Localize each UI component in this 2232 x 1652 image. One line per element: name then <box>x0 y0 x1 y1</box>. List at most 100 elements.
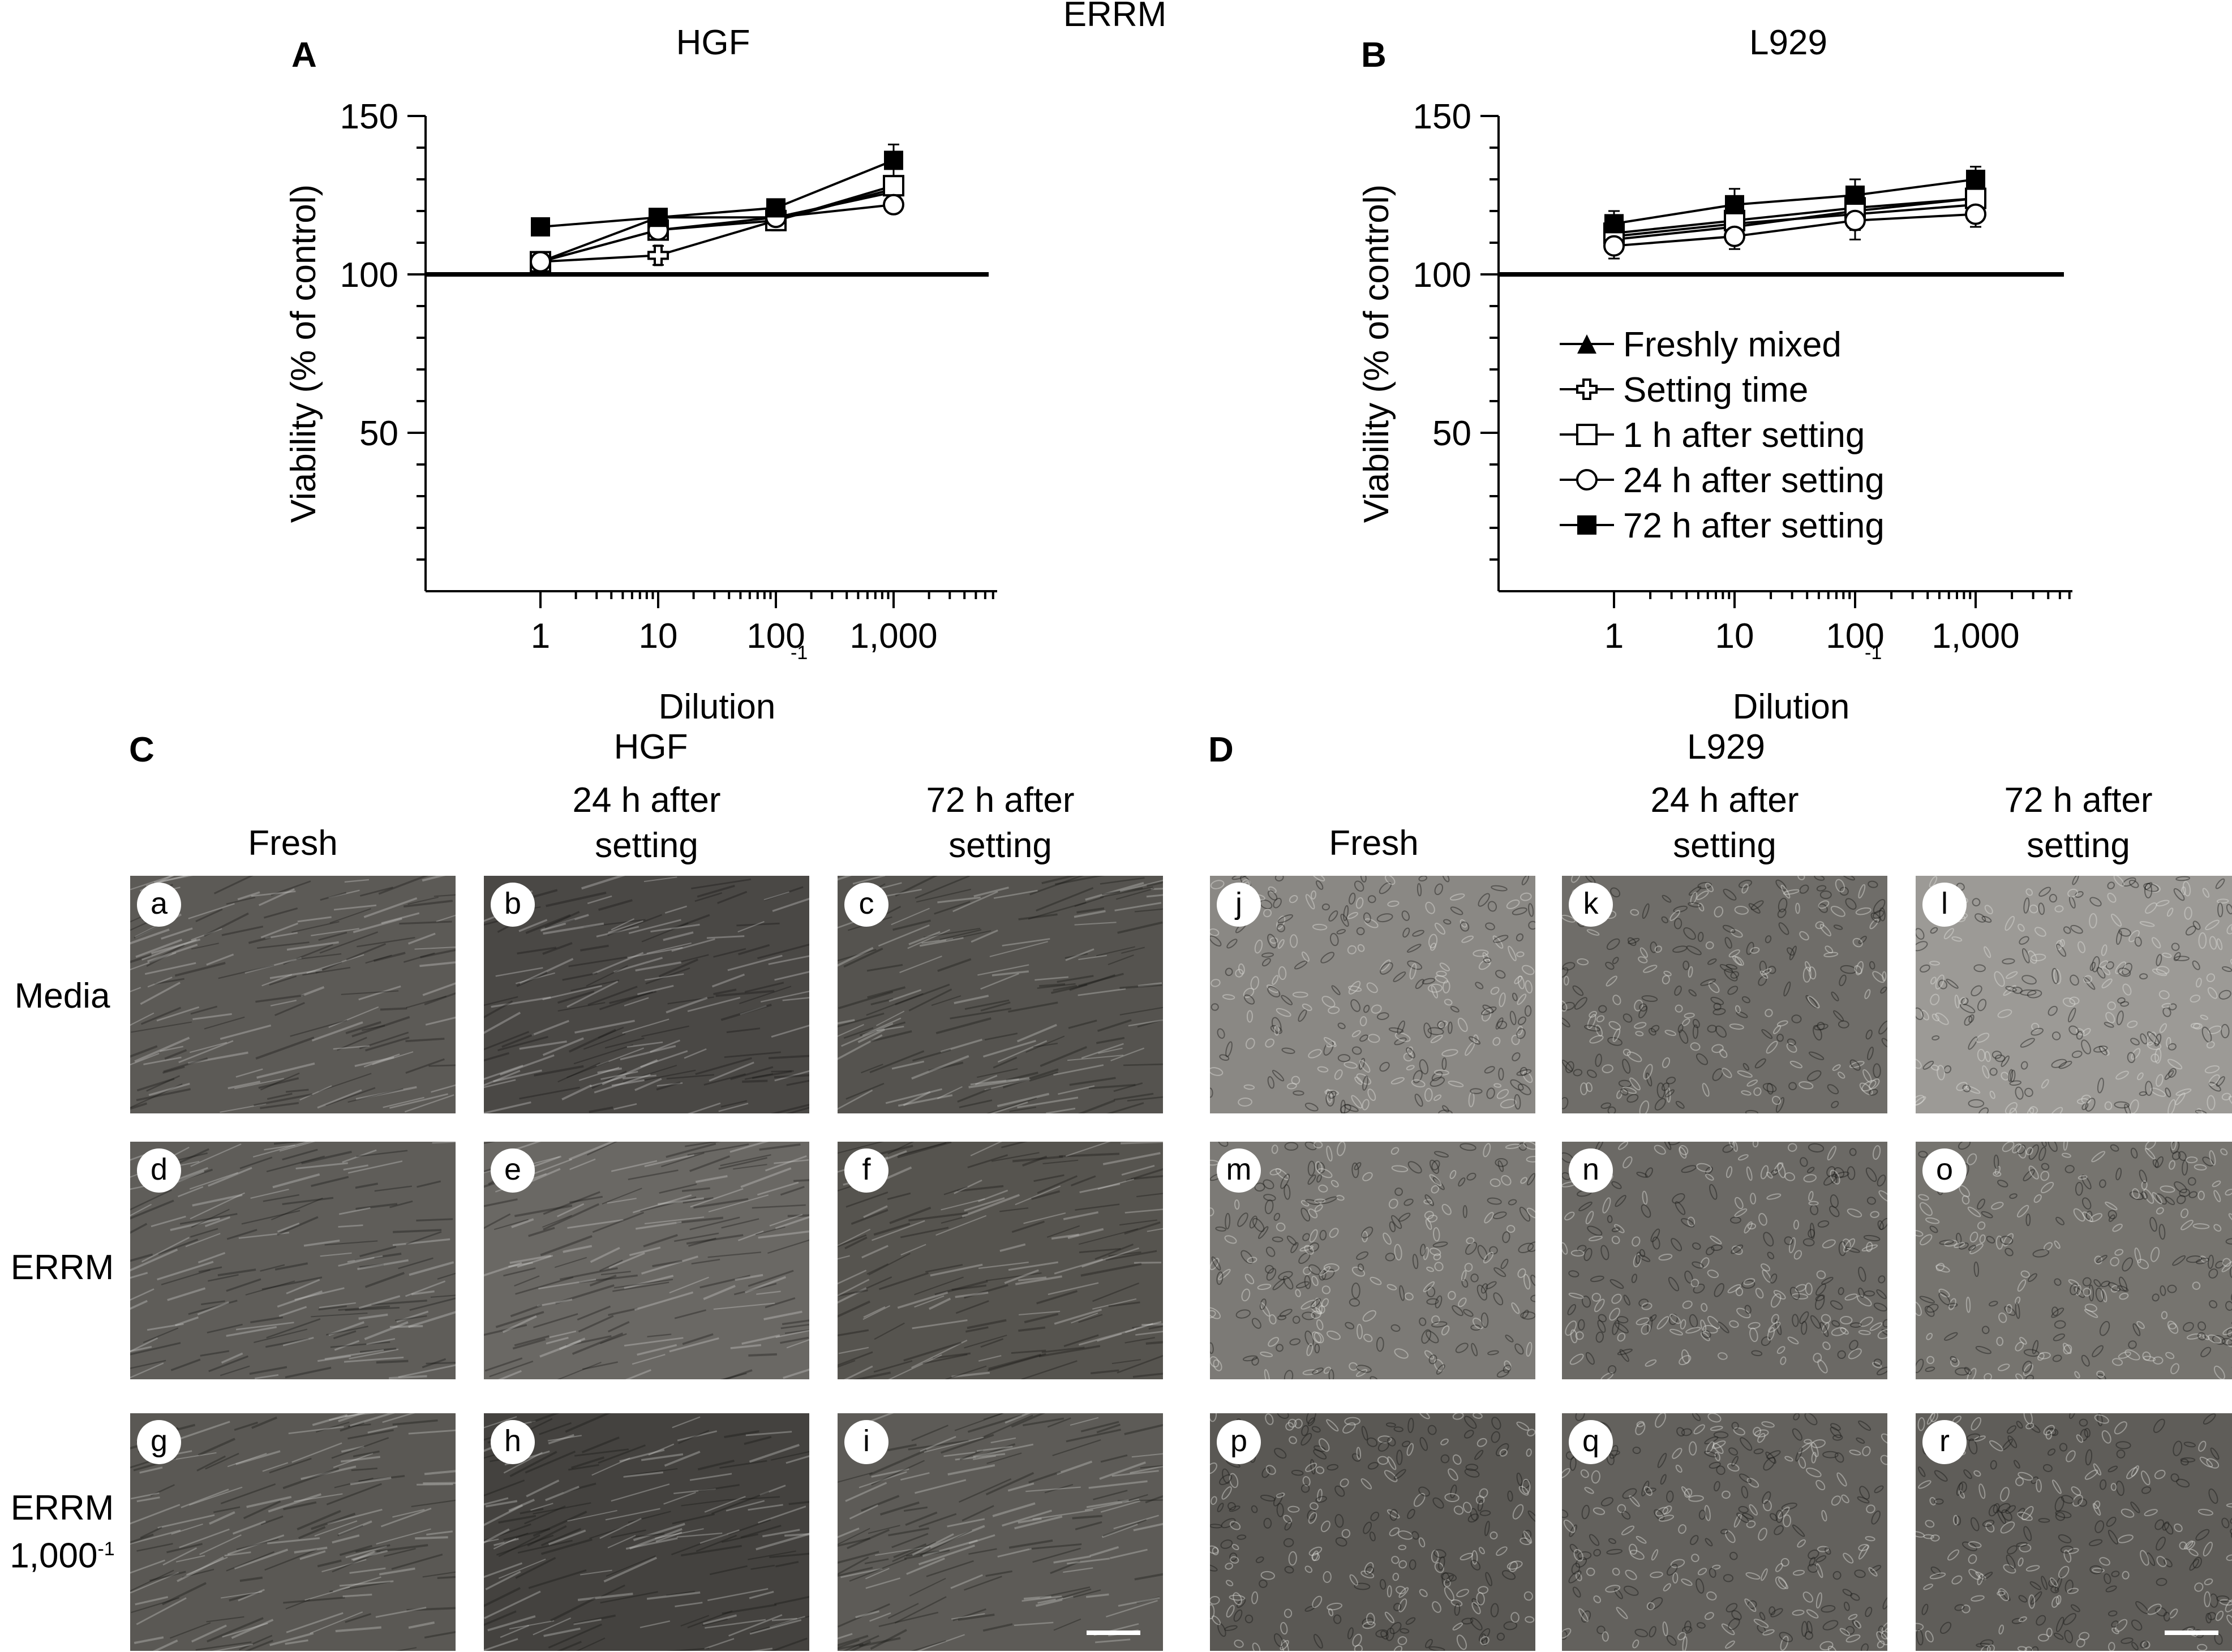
micrograph-label-badge: b <box>491 883 535 927</box>
scale-bar <box>2165 1631 2218 1635</box>
cell-texture <box>130 876 456 1113</box>
micrograph-a: a <box>130 876 456 1113</box>
micrograph-label-badge: q <box>1569 1420 1613 1464</box>
row-label-errm-diluted-line2: 1,000-1 <box>0 1529 125 1577</box>
cell-texture <box>1210 1413 1535 1651</box>
micrograph-label-badge: h <box>491 1420 535 1464</box>
col-header-72h-l929: 72 h after setting <box>1916 778 2232 868</box>
panel-a-title: HGF <box>676 23 750 62</box>
row-label-errm: ERRM <box>10 1248 114 1287</box>
panel-letter-a: A <box>291 36 317 75</box>
cell-texture <box>1210 1142 1535 1379</box>
micrograph-p: p <box>1210 1413 1535 1651</box>
data-point-circle-open <box>1965 203 1986 225</box>
micrograph-label-badge: o <box>1922 1148 1967 1193</box>
micrograph-n: n <box>1562 1142 1887 1379</box>
cell-texture <box>838 1142 1163 1379</box>
col-header-72h-line1: 72 h after <box>2004 781 2153 820</box>
micrograph-label-badge: d <box>137 1148 181 1193</box>
panel-letter-b: B <box>1361 36 1387 75</box>
micrograph-label-badge: p <box>1217 1420 1261 1464</box>
micrograph-g: g <box>130 1413 456 1651</box>
data-point-square-filled <box>531 217 550 236</box>
micrograph-b: b <box>484 876 809 1113</box>
micrograph-j: j <box>1210 876 1535 1113</box>
cell-texture <box>838 876 1163 1113</box>
micrograph-k: k <box>1562 876 1887 1113</box>
x-tick-label: 1 <box>1604 617 1624 656</box>
col-header-24h-l929: 24 h after setting <box>1562 778 1887 868</box>
row-label-errm-diluted-line1: ERRM <box>10 1488 114 1528</box>
col-header-72h-line1: 72 h after <box>926 781 1075 820</box>
legend-marker-triangle-filled <box>1577 334 1596 354</box>
figure-title: ERRM <box>1063 0 1167 34</box>
legend-label: 24 h after setting <box>1623 461 1885 500</box>
col-header-24h-line1: 24 h after <box>572 781 721 820</box>
data-point-circle-open <box>883 193 904 216</box>
scale-bar <box>1087 1631 1140 1635</box>
data-point-square-filled <box>1845 186 1865 205</box>
legend-label: Freshly mixed <box>1623 325 1842 364</box>
series-line <box>1613 197 1976 241</box>
data-point-square-filled <box>766 198 786 218</box>
panel-d-title: L929 <box>1687 728 1765 767</box>
cell-texture <box>1562 876 1887 1113</box>
col-header-72h-hgf: 72 h after setting <box>838 778 1163 868</box>
legend-marker-square-filled <box>1577 515 1596 535</box>
micrograph-q: q <box>1562 1413 1887 1651</box>
series-line <box>1613 197 1976 235</box>
micrograph-label-badge: m <box>1217 1148 1261 1193</box>
data-point-cross-open <box>647 244 669 266</box>
x-axis-label-exponent: -1 <box>791 642 808 664</box>
micrograph-f: f <box>838 1142 1163 1379</box>
micrograph-d: d <box>130 1142 456 1379</box>
cell-texture <box>838 1413 1163 1651</box>
y-tick-label: 150 <box>1413 97 1471 136</box>
data-point-circle-open <box>1844 209 1866 231</box>
legend-label: 1 h after setting <box>1623 416 1865 455</box>
legend-marker-circle-open <box>1576 469 1598 491</box>
cell-texture <box>130 1142 456 1379</box>
legend-marker-square-open <box>1576 424 1598 445</box>
col-header-24h-line2: setting <box>595 826 698 865</box>
micrograph-h: h <box>484 1413 809 1651</box>
data-point-square-filled <box>1966 170 1985 189</box>
cell-texture <box>1916 1142 2232 1379</box>
legend-marker-cross-open <box>1576 378 1598 400</box>
x-tick-label: 10 <box>639 617 678 656</box>
dilution-exponent: -1 <box>97 1538 115 1560</box>
micrograph-label-badge: j <box>1217 883 1261 927</box>
y-tick-label: 100 <box>340 256 398 295</box>
col-header-24h-line2: setting <box>1673 826 1776 865</box>
micrograph-label-badge: c <box>844 883 888 927</box>
col-header-24h-line1: 24 h after <box>1650 781 1799 820</box>
data-point-square-open <box>883 175 904 197</box>
micrograph-l: l <box>1916 876 2232 1113</box>
chart-l929-viability: 50 100 150 1 10 100 1,000 Dilution -1 Viability (… <box>1357 97 2072 724</box>
row-label-errm-diluted: ERRM 1,000-1 <box>0 1488 125 1577</box>
data-point-square-filled <box>649 208 668 227</box>
cell-texture <box>130 1413 456 1651</box>
series-line <box>1613 203 1976 238</box>
col-header-fresh-l929: Fresh <box>1329 824 1419 863</box>
micrograph-i: i <box>838 1413 1163 1651</box>
col-header-24h-hgf: 24 h after setting <box>484 778 809 868</box>
series-line <box>540 159 894 228</box>
series-line <box>1613 178 1976 225</box>
x-axis-label: Dilution <box>1733 687 1850 724</box>
cell-texture <box>1916 876 2232 1113</box>
micrograph-label-badge: g <box>137 1420 181 1464</box>
micrograph-label-badge: i <box>844 1420 888 1464</box>
x-tick-label: 10 <box>1715 617 1754 656</box>
micrograph-o: o <box>1916 1142 2232 1379</box>
x-tick-label: 100 <box>746 617 805 656</box>
x-tick-label: 1,000 <box>849 617 937 656</box>
y-tick-label: 50 <box>359 414 398 453</box>
panel-b-title: L929 <box>1749 23 1827 62</box>
panel-letter-d: D <box>1208 730 1234 769</box>
micrograph-r: r <box>1916 1413 2232 1651</box>
legend-label: Setting time <box>1623 371 1808 410</box>
micrograph-label-badge: k <box>1569 883 1613 927</box>
data-point-square-filled <box>1725 195 1744 214</box>
row-label-media: Media <box>14 976 110 1016</box>
